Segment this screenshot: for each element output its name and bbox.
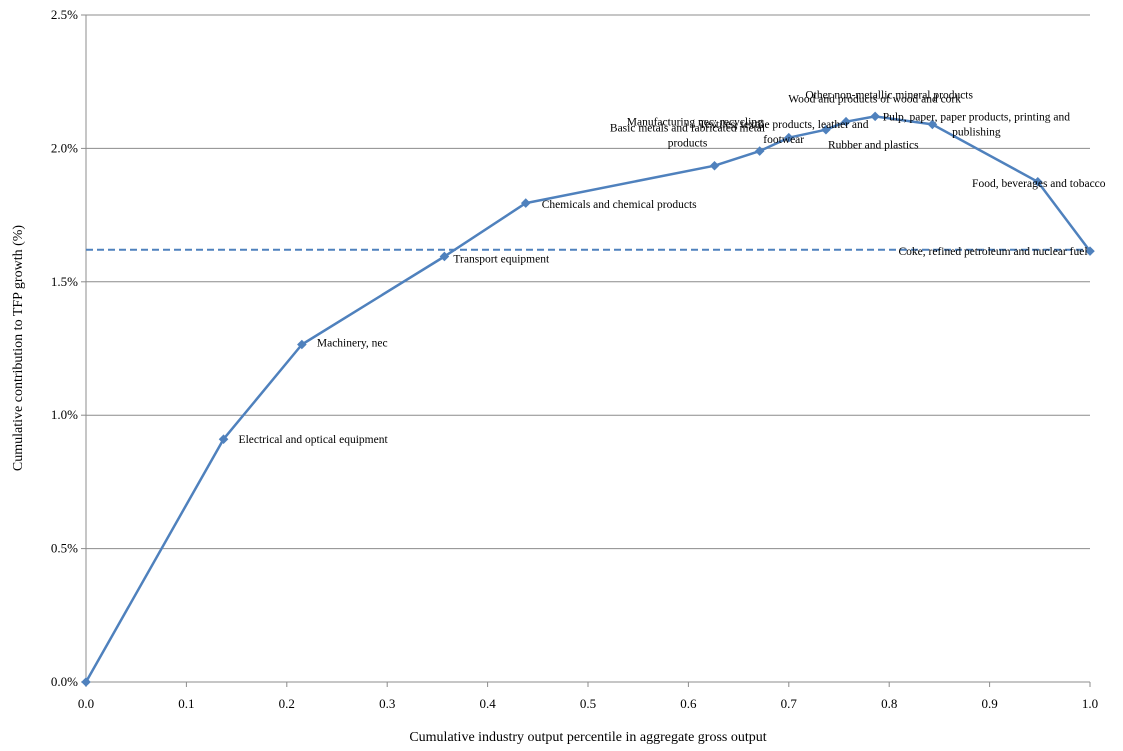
data-point-marker [784, 132, 794, 143]
x-tick-label: 0.8 [881, 696, 897, 711]
y-tick-label: 0.0% [51, 674, 78, 689]
tick-labels: 0.0% 0.5% 1.0% 1.5% 2.0% 2.5% 0.0 0.1 0.2 0.3 0.4 0… [51, 7, 1098, 711]
data-point-marker [297, 339, 307, 350]
x-axis-title: Cumulative industry output percentile in… [409, 730, 766, 745]
series [81, 111, 1095, 687]
y-tick-label: 2.5% [51, 7, 78, 22]
x-tick-label: 1.0 [1082, 696, 1098, 711]
data-point-label: Transport equipment [453, 253, 550, 265]
data-point-marker [1085, 246, 1095, 256]
data-point-label: Food, beverages and tobacco [972, 178, 1106, 190]
data-point-label: Rubber and plastics [828, 140, 919, 152]
data-point-label: Coke, refined petroleum and nuclear fuel [898, 246, 1087, 258]
data-point-marker [81, 677, 91, 687]
data-point-marker [821, 124, 831, 135]
data-point-label: Manufacturing nec; recycling [627, 117, 763, 129]
x-tick-label: 0.9 [981, 696, 997, 711]
data-point-marker [1032, 176, 1043, 187]
x-tick-label: 0.1 [178, 696, 194, 711]
data-point-marker [520, 198, 531, 208]
data-point-label: Basic metals and fabricated metal product… [610, 123, 765, 150]
data-point-marker [439, 251, 450, 262]
x-tick-label: 0.2 [279, 696, 295, 711]
y-tick-label: 1.0% [51, 407, 78, 422]
x-tick-label: 0.7 [781, 696, 798, 711]
data-point-marker [841, 116, 851, 127]
x-tick-label: 0.6 [680, 696, 697, 711]
data-point-label: Machinery, nec [317, 337, 388, 349]
y-tick-label: 2.0% [51, 140, 78, 155]
x-tick-label: 0.0 [78, 696, 94, 711]
y-axis-title: Cumulative contribution to TFP growth (%… [11, 225, 26, 471]
point-labels: Electrical and optical equipment Machiner… [239, 89, 1106, 446]
data-point-marker [927, 119, 938, 130]
y-tick-label: 1.5% [51, 274, 78, 289]
x-tick-label: 0.4 [479, 696, 496, 711]
y-tick-label: 0.5% [51, 541, 78, 556]
data-point-marker [218, 434, 229, 445]
data-point-label: Wood and products of wood and cork [788, 94, 961, 106]
x-tick-label: 0.5 [580, 696, 596, 711]
data-point-marker [754, 146, 765, 156]
data-point-label: Other non-metallic mineral products [805, 89, 973, 101]
data-point-marker [870, 111, 880, 122]
data-point-label: Chemicals and chemical products [542, 199, 697, 211]
x-tick-label: 0.3 [379, 696, 395, 711]
data-point-label: Textiles, textile products, leather and f… [699, 119, 869, 146]
data-point-label: Electrical and optical equipment [239, 434, 389, 446]
data-point-marker [709, 160, 720, 171]
series-line [84, 115, 1091, 683]
axes [81, 14, 1091, 687]
data-point-label: Pulp, paper, paper products, printing an… [883, 111, 1071, 138]
